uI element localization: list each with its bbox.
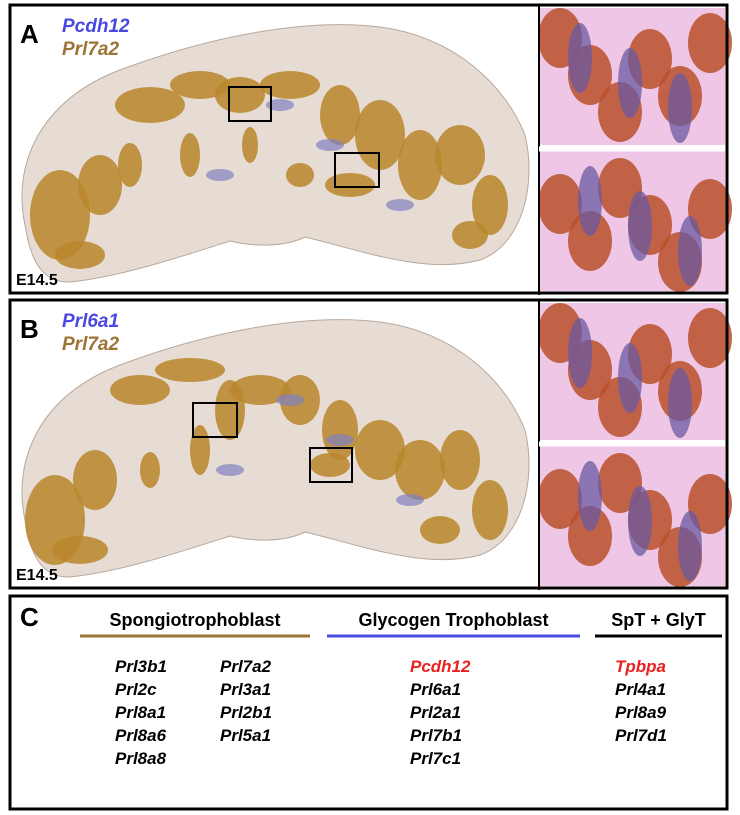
panel-border: [8, 3, 729, 295]
stain-brown: [320, 85, 360, 145]
inset-brown: [688, 13, 732, 73]
gene-name: Prl8a6: [115, 726, 167, 745]
panel-border: [8, 298, 729, 590]
probe-label: Pcdh12: [62, 16, 130, 37]
stain-blue: [326, 434, 354, 446]
column-header: SpT + GlyT: [611, 610, 706, 630]
gene-name: Prl6a1: [410, 680, 461, 699]
probe-label: Prl6a1: [62, 311, 119, 332]
stain-brown: [170, 71, 230, 99]
inset-blue: [678, 511, 702, 581]
stain-brown: [140, 452, 160, 488]
panel-letter: C: [20, 602, 39, 632]
stain-brown: [260, 71, 320, 99]
zoom-box: [192, 402, 238, 438]
inset-blue: [628, 486, 652, 556]
gene-name: Prl2b1: [220, 703, 272, 722]
zoom-box: [228, 86, 272, 122]
stain-brown: [286, 163, 314, 187]
column-header: Spongiotrophoblast: [110, 610, 281, 630]
gene-name: Prl3b1: [115, 657, 167, 676]
column-header: Glycogen Trophoblast: [358, 610, 548, 630]
inset-brown: [688, 179, 732, 239]
zoom-box: [309, 447, 353, 483]
inset-blue: [578, 166, 602, 236]
stain-brown: [110, 375, 170, 405]
inset-brown: [538, 174, 582, 234]
stain-brown: [325, 173, 375, 197]
inset-blue: [668, 73, 692, 143]
stain-brown: [55, 241, 105, 269]
inset-brown: [688, 308, 732, 368]
stain-brown: [230, 375, 290, 405]
stain-brown: [30, 170, 90, 260]
inset-blue: [578, 461, 602, 531]
gene-name: Prl2a1: [410, 703, 461, 722]
stain-brown: [115, 87, 185, 123]
inset-blue: [618, 343, 642, 413]
inset-blue: [618, 48, 642, 118]
probe-label: Prl7a2: [62, 39, 119, 60]
stage-label: E14.5: [16, 272, 58, 289]
inset-blue: [568, 23, 592, 93]
stain-brown: [118, 143, 142, 187]
probe-label: Prl7a2: [62, 334, 119, 355]
gene-name: Prl4a1: [615, 680, 666, 699]
stage-label: E14.5: [16, 567, 58, 584]
inset-blue: [568, 318, 592, 388]
stain-brown: [398, 130, 442, 200]
inset-brown: [568, 211, 612, 271]
stain-brown: [452, 221, 488, 249]
stain-brown: [78, 155, 122, 215]
stain-brown: [472, 175, 508, 235]
stain-brown: [355, 420, 405, 480]
gene-name: Tpbpa: [615, 657, 666, 676]
stain-brown: [435, 125, 485, 185]
stain-brown: [420, 516, 460, 544]
gene-name: Prl7b1: [410, 726, 462, 745]
stain-brown: [395, 440, 445, 500]
gene-name: Prl3a1: [220, 680, 271, 699]
inset-blue: [628, 191, 652, 261]
stain-blue: [386, 199, 414, 211]
inset-brown: [688, 474, 732, 534]
stain-blue: [266, 99, 294, 111]
stain-blue: [396, 494, 424, 506]
stain-blue: [316, 139, 344, 151]
zoom-box: [334, 152, 380, 188]
inset-brown: [568, 506, 612, 566]
panel-letter: A: [20, 19, 39, 49]
gene-name: Prl8a8: [115, 749, 167, 768]
stain-blue: [216, 464, 244, 476]
stain-blue: [206, 169, 234, 181]
gene-name: Prl2c: [115, 680, 157, 699]
panel-letter: B: [20, 314, 39, 344]
panel-border: [8, 594, 729, 811]
stain-blue: [276, 394, 304, 406]
stain-brown: [52, 536, 108, 564]
gene-name: Prl8a9: [615, 703, 667, 722]
stain-brown: [242, 127, 258, 163]
gene-name: Prl7d1: [615, 726, 667, 745]
gene-name: Prl7a2: [220, 657, 272, 676]
stain-brown: [73, 450, 117, 510]
inset-blue: [668, 368, 692, 438]
gene-name: Prl7c1: [410, 749, 461, 768]
stain-brown: [180, 133, 200, 177]
gene-name: Prl8a1: [115, 703, 166, 722]
gene-name: Pcdh12: [410, 657, 471, 676]
gene-name: Prl5a1: [220, 726, 271, 745]
stain-brown: [215, 77, 265, 113]
inset-blue: [678, 216, 702, 286]
stain-brown: [472, 480, 508, 540]
stain-brown: [322, 400, 358, 460]
stain-brown: [155, 358, 225, 382]
stain-brown: [440, 430, 480, 490]
inset-brown: [538, 469, 582, 529]
stain-brown: [310, 453, 350, 477]
